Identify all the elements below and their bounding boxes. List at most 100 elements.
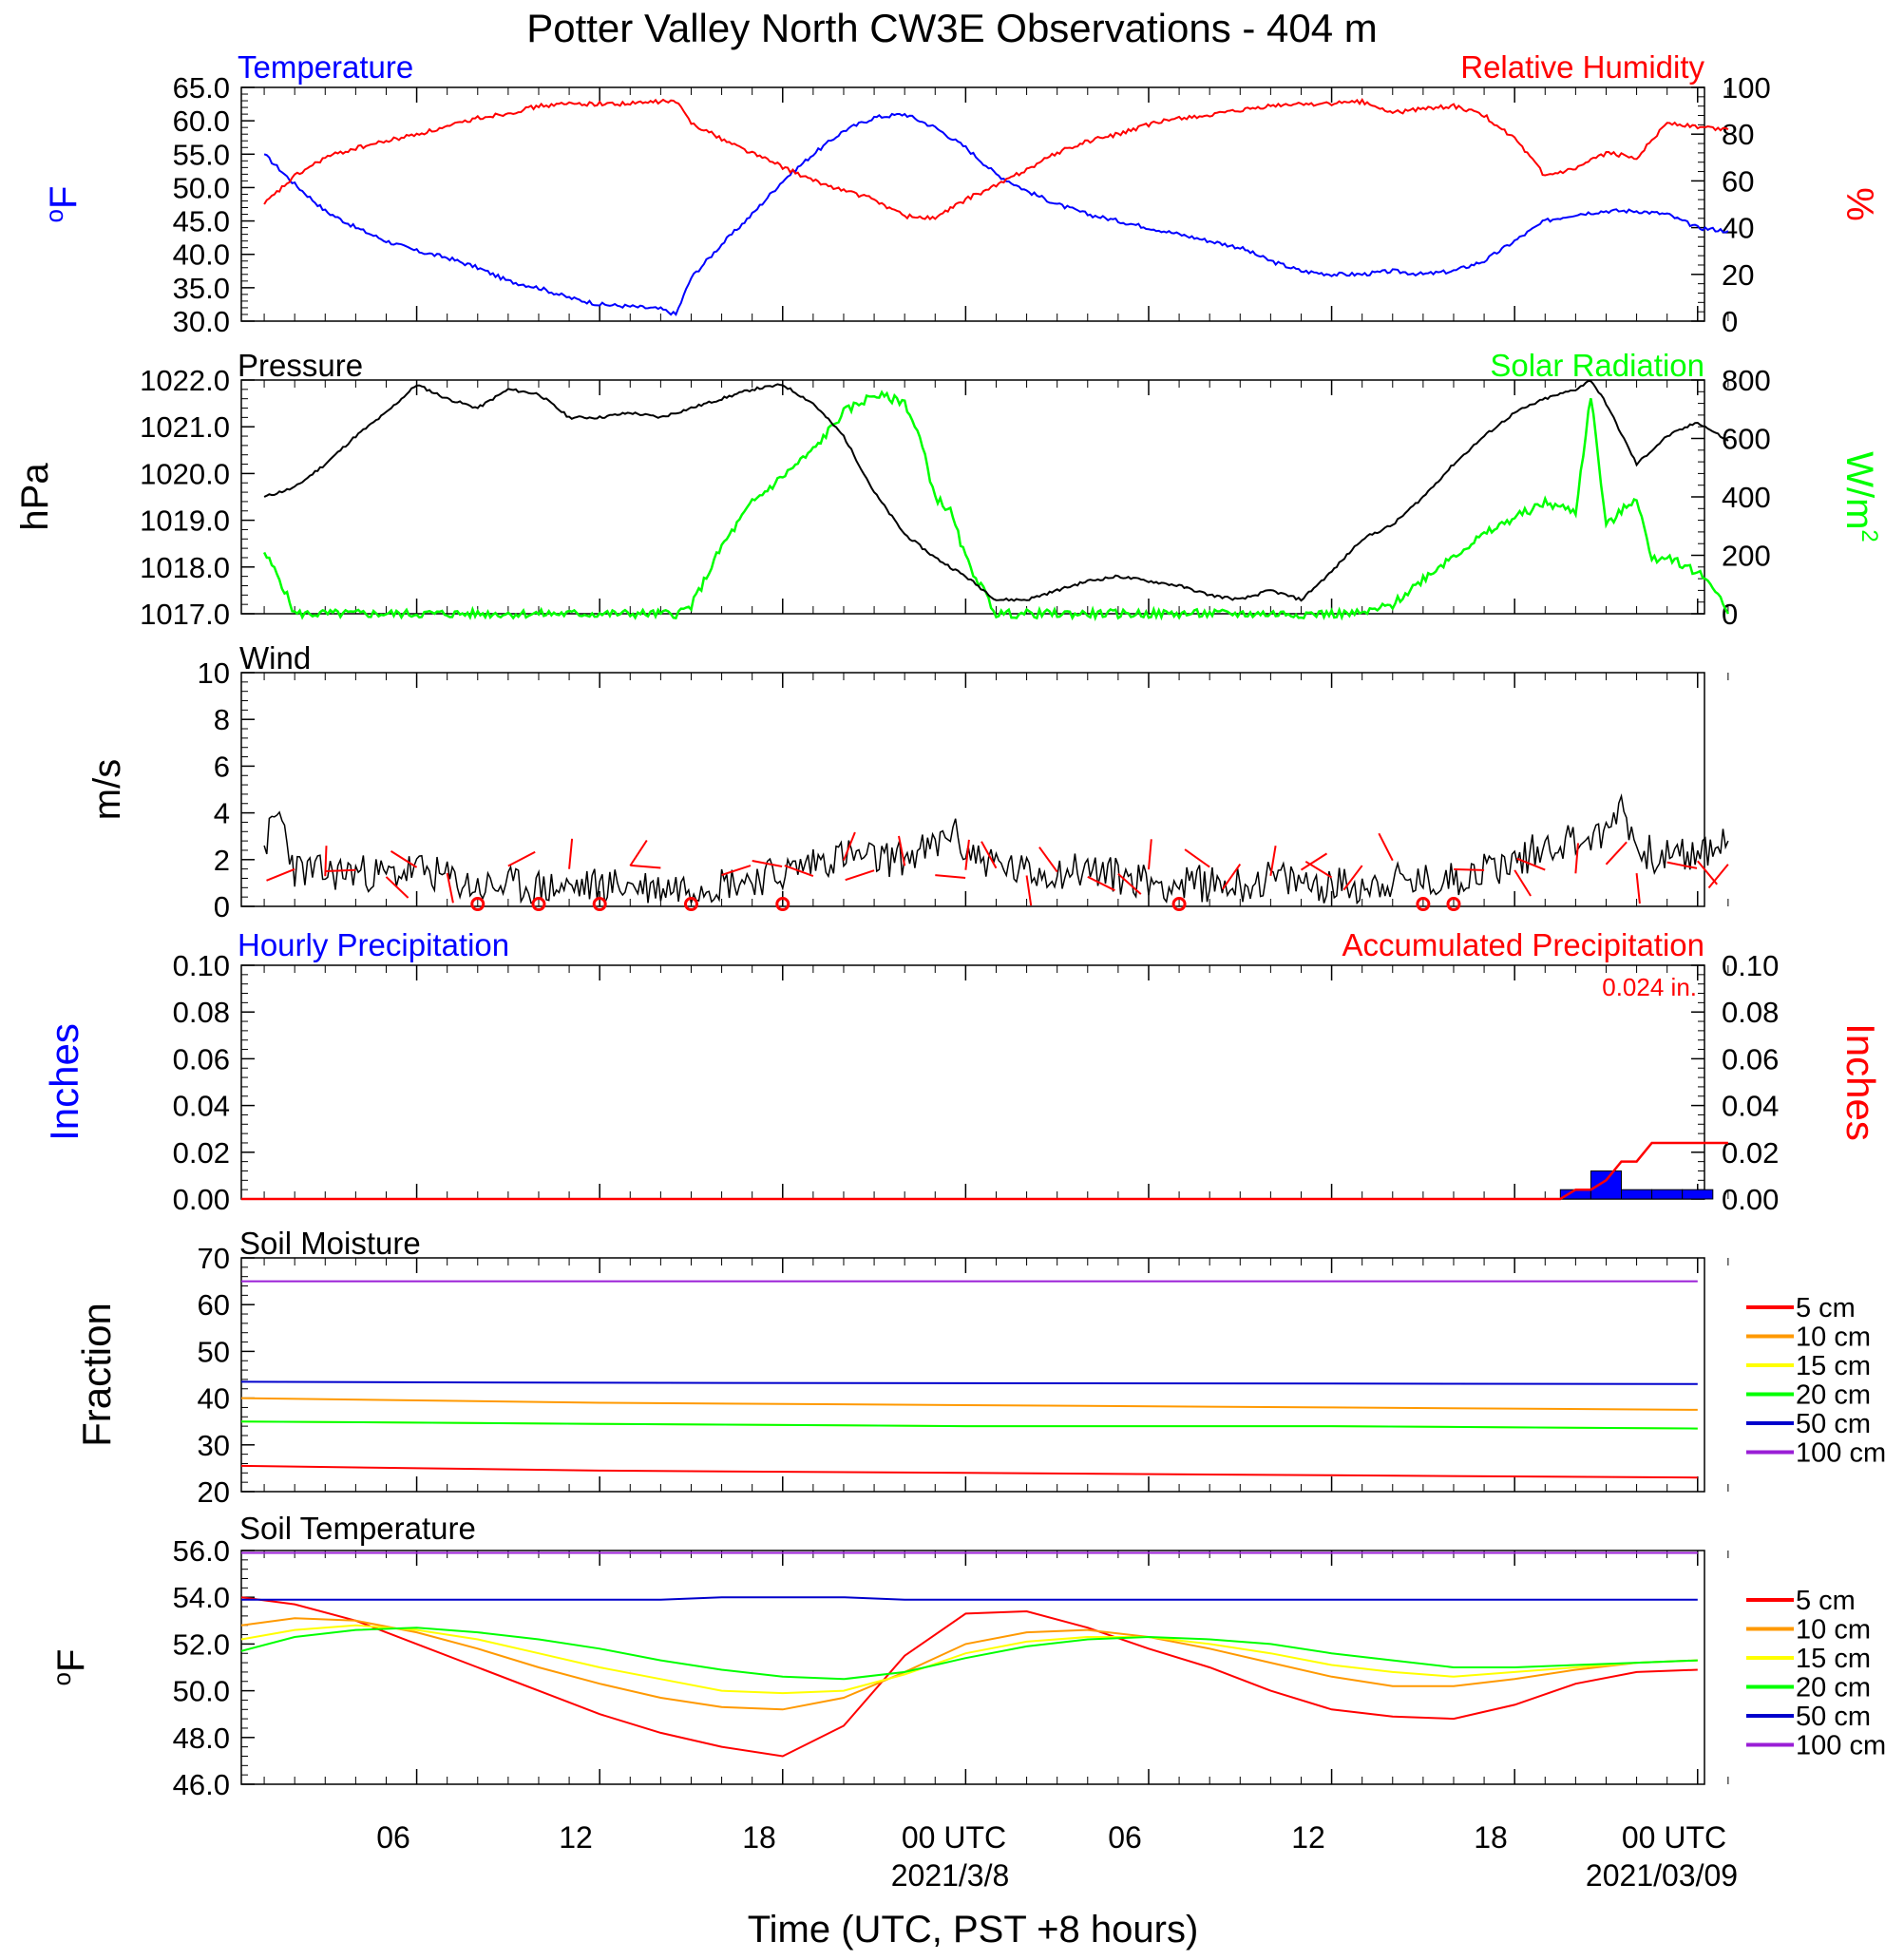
panel5-ytick-label-5: 70 <box>198 1242 230 1275</box>
panel1-ytick-label-1: 35.0 <box>173 272 230 305</box>
wind-barb-19 <box>784 865 814 878</box>
wind-barb-29 <box>1117 873 1142 895</box>
wind-barb-16 <box>721 865 752 876</box>
xtick-label-00utc-a: 00 UTC <box>902 1820 1006 1855</box>
series-wind-speed <box>263 793 1729 906</box>
wind-barb-26 <box>1025 875 1033 906</box>
panel4-frame <box>240 964 1705 1200</box>
panel4-ytick-label-0: 0.00 <box>173 1183 230 1216</box>
panel4-total-label: 0.024 in. <box>1602 973 1697 1001</box>
wind-calm-15 <box>683 897 698 912</box>
panel1-rtick-label-0: 0 <box>1722 305 1738 338</box>
panel1-ytick-label-7: 65.0 <box>173 71 230 105</box>
panel2-rtick-label-3: 600 <box>1722 423 1771 456</box>
panel3-ytick-label-0: 0 <box>214 890 230 923</box>
unit-f: F <box>43 186 85 209</box>
panel2-ytick-label-1: 1018.0 <box>140 551 230 584</box>
wind-barb-36 <box>1304 860 1333 879</box>
wind-barb-2 <box>266 867 295 882</box>
panel4-rtick-label-1: 0.02 <box>1722 1136 1779 1170</box>
panel2-ytick-label-3: 1020.0 <box>140 457 230 490</box>
wind-calm-12 <box>592 897 607 912</box>
panel6-series-5cm <box>240 1596 1698 1758</box>
panel2-frame <box>240 379 1705 615</box>
panel5-ytick-label-2: 40 <box>198 1382 230 1416</box>
panel6-series-50cm <box>241 1596 1698 1601</box>
panel3-frame <box>240 672 1705 907</box>
panel4-rtick-label-0: 0.00 <box>1722 1183 1779 1216</box>
panel2-right-title: Solar Radiation <box>1490 348 1704 383</box>
panel-temperature-humidity <box>240 86 1705 322</box>
wind-barb-27 <box>1038 847 1058 873</box>
wind-barb-30 <box>1147 839 1152 870</box>
panel1-right-ylabel: % <box>1838 187 1880 221</box>
panel2-ytick-label-5: 1022.0 <box>140 364 230 397</box>
wind-barb-9 <box>507 850 536 867</box>
panel6-series-20cm <box>240 1627 1698 1681</box>
panel6-legend-label-3: 20 cm <box>1796 1673 1871 1703</box>
series-relative-humidity <box>263 98 1729 221</box>
chart-marks: 30.035.040.045.050.055.060.065.002040608… <box>140 71 1886 1801</box>
panel4-ytick-label-4: 0.08 <box>173 996 230 1029</box>
panel4-ytick-label-5: 0.10 <box>173 949 230 982</box>
panel5-ytick-label-3: 50 <box>198 1335 230 1368</box>
series-solar-radiation <box>262 390 1729 621</box>
panel1-rtick-label-4: 80 <box>1722 118 1754 151</box>
panel6-series-15cm <box>240 1624 1698 1695</box>
wind-barb-47 <box>1666 861 1698 869</box>
date-label-1: 2021/3/8 <box>891 1858 1010 1893</box>
xtick-label-06-b: 06 <box>1108 1820 1142 1855</box>
unit-exp-2: 2 <box>1856 529 1882 542</box>
wind-barb-21 <box>845 869 875 882</box>
panel1-rtick-label-1: 20 <box>1722 258 1754 292</box>
panel1-ytick-label-3: 45.0 <box>173 205 230 238</box>
panel2-rtick-label-4: 800 <box>1722 364 1771 397</box>
wind-barb-32 <box>1184 848 1210 868</box>
wind-calm-40 <box>1446 897 1461 912</box>
wind-barb-49 <box>1707 864 1729 889</box>
panel6-frame <box>240 1550 1705 1785</box>
panel1-ytick-label-2: 40.0 <box>173 238 230 272</box>
hourly-precip-bar-1 <box>1590 1170 1623 1200</box>
panel5-legend-label-2: 15 cm <box>1796 1351 1871 1381</box>
panel5-series-20cm <box>240 1420 1698 1430</box>
panel1-ytick-label-4: 50.0 <box>173 171 230 204</box>
panel1-left-title: Temperature <box>238 49 413 85</box>
xtick-label-18-b: 18 <box>1474 1820 1508 1855</box>
panel2-rtick-label-2: 400 <box>1722 481 1771 514</box>
hourly-precip-bar-2 <box>1621 1189 1653 1200</box>
panel1-rtick-label-5: 100 <box>1722 71 1771 105</box>
panel1-frame <box>240 86 1705 322</box>
date-label-2: 2021/03/09 <box>1586 1858 1738 1893</box>
panel4-right-ylabel: Inches <box>1838 1023 1883 1141</box>
series-temperature <box>263 112 1729 316</box>
panel4-ytick-label-2: 0.04 <box>173 1090 230 1123</box>
panel2-rtick-label-1: 200 <box>1722 540 1771 573</box>
wind-calm-18 <box>775 897 790 912</box>
panel6-ytick-label-2: 50.0 <box>173 1675 230 1708</box>
wind-barb-7 <box>446 872 454 904</box>
wind-barb-46 <box>1635 873 1641 904</box>
panel-soil-moisture <box>240 1257 1705 1493</box>
panel2-ytick-label-2: 1019.0 <box>140 504 230 538</box>
panel3-left-ylabel: m/s <box>86 759 128 820</box>
wind-barb-44 <box>1574 843 1579 874</box>
panel6-left-title: Soil Temperature <box>239 1511 476 1546</box>
panel6-ytick-label-3: 52.0 <box>173 1627 230 1661</box>
panel5-legend-label-1: 10 cm <box>1796 1323 1871 1353</box>
wind-barb-34 <box>1269 846 1277 876</box>
panel2-ytick-label-0: 1017.0 <box>140 598 230 631</box>
x-axis-label: Time (UTC, PST +8 hours) <box>748 1909 1199 1950</box>
figure-title: Potter Valley North CW3E Observations - … <box>526 6 1378 50</box>
unit-f-soil: F <box>50 1649 92 1672</box>
panel6-ytick-label-4: 54.0 <box>173 1581 230 1614</box>
wind-barb-42 <box>1514 869 1532 897</box>
panel5-ytick-label-0: 20 <box>198 1475 230 1509</box>
panel5-series-10cm <box>240 1397 1698 1411</box>
panel4-left-title: Hourly Precipitation <box>238 927 509 962</box>
hourly-precip-bar-3 <box>1651 1189 1684 1200</box>
panel1-rtick-label-2: 40 <box>1722 212 1754 245</box>
wind-barb-45 <box>1605 841 1628 866</box>
panel6-ytick-label-0: 46.0 <box>173 1768 230 1801</box>
wind-barb-4 <box>325 868 356 872</box>
